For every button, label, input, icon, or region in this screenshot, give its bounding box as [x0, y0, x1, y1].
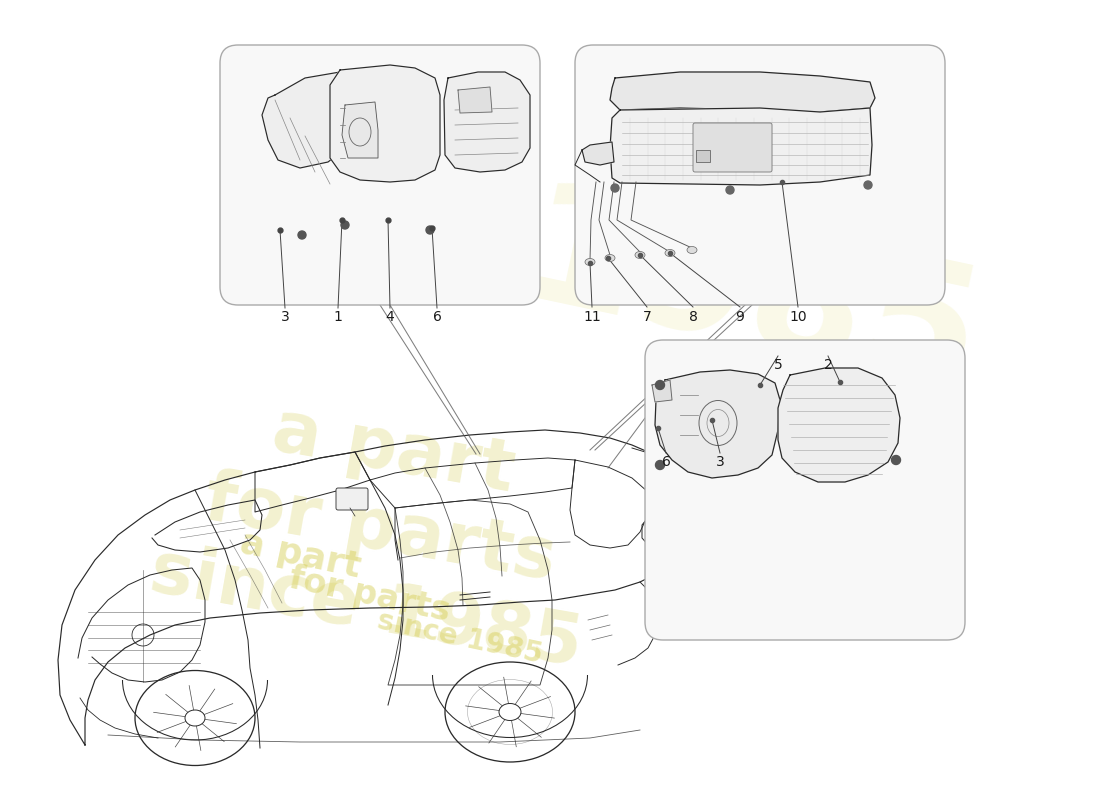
Text: a part: a part [236, 526, 363, 584]
Text: 3: 3 [716, 455, 725, 469]
FancyBboxPatch shape [645, 340, 965, 640]
Ellipse shape [605, 254, 615, 262]
Circle shape [726, 186, 734, 194]
Circle shape [891, 455, 901, 465]
FancyBboxPatch shape [336, 488, 368, 510]
Polygon shape [778, 368, 900, 482]
Circle shape [656, 461, 664, 470]
Polygon shape [610, 108, 872, 185]
Text: for parts: for parts [286, 562, 453, 628]
FancyBboxPatch shape [220, 45, 540, 305]
Ellipse shape [688, 246, 697, 254]
Polygon shape [330, 65, 440, 182]
Polygon shape [654, 370, 780, 478]
Text: 11: 11 [583, 310, 601, 324]
Circle shape [610, 184, 619, 192]
Ellipse shape [666, 250, 675, 257]
Text: 9: 9 [736, 310, 745, 324]
Text: 10: 10 [789, 310, 806, 324]
Text: 6: 6 [432, 310, 441, 324]
Polygon shape [652, 380, 672, 402]
Polygon shape [582, 142, 614, 165]
Text: 4: 4 [386, 310, 395, 324]
Text: 3: 3 [280, 310, 289, 324]
FancyBboxPatch shape [575, 45, 945, 305]
Polygon shape [342, 102, 378, 158]
Text: 1: 1 [333, 310, 342, 324]
Text: since 1985: since 1985 [375, 607, 546, 669]
Circle shape [298, 231, 306, 239]
Circle shape [864, 181, 872, 189]
Polygon shape [262, 72, 358, 168]
Text: 6: 6 [661, 455, 670, 469]
Circle shape [341, 221, 349, 229]
Circle shape [426, 226, 434, 234]
Text: 5: 5 [773, 358, 782, 372]
Text: 7: 7 [642, 310, 651, 324]
Ellipse shape [635, 251, 645, 258]
Polygon shape [444, 72, 530, 172]
Ellipse shape [585, 258, 595, 266]
Text: 8: 8 [689, 310, 697, 324]
Polygon shape [610, 72, 874, 112]
Circle shape [656, 381, 664, 390]
Text: a part
for parts
since 1985: a part for parts since 1985 [145, 379, 615, 681]
Text: 2: 2 [824, 358, 833, 372]
Polygon shape [458, 87, 492, 113]
Text: 1985: 1985 [506, 172, 993, 428]
FancyBboxPatch shape [693, 123, 772, 172]
Bar [696, 150, 710, 162]
